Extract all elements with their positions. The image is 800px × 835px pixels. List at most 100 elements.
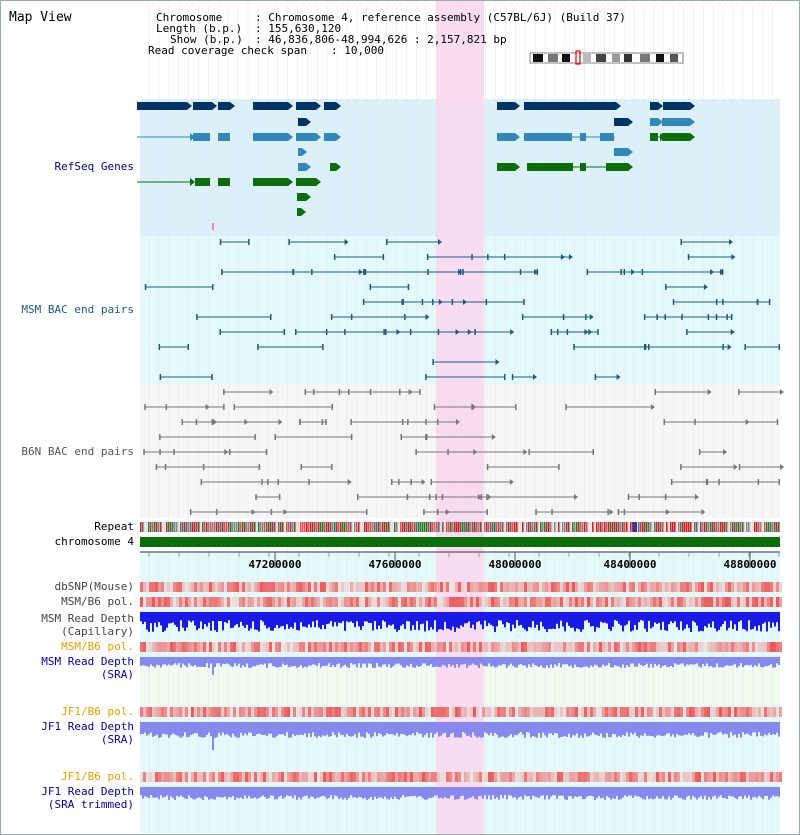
msm-pol-cell <box>584 597 587 607</box>
msm-pol2-cell <box>557 642 560 652</box>
msm-capillary-depth-bar <box>718 612 720 630</box>
track-label-msm-b6-pol-1[interactable]: MSM/B6 pol. <box>61 595 134 608</box>
jf1-sra-depth-bar <box>608 722 610 738</box>
msm-sra-depth-bar <box>184 657 186 666</box>
msm-capillary-depth-bar <box>682 612 684 631</box>
jf1-pol2-cell <box>212 772 215 782</box>
repeat-segment <box>210 522 212 532</box>
jf1-trimmed-depth-bar <box>424 787 426 800</box>
jf1-trimmed-depth-bar <box>328 787 330 798</box>
msm-capillary-depth-bar <box>602 612 604 623</box>
msm-pol-cell <box>188 597 191 607</box>
gene-exon <box>650 118 658 126</box>
msm-pol-cell <box>284 597 287 607</box>
msm-pol2-cell <box>299 642 302 652</box>
msm-sra-depth-bar <box>702 657 704 664</box>
msm-capillary-depth-bar <box>196 612 198 631</box>
track-label-msm-depth-capillary[interactable]: MSM Read Depth <box>41 612 134 625</box>
track-label-dbsnp[interactable]: dbSNP(Mouse) <box>54 580 134 593</box>
repeat-segment <box>436 522 438 532</box>
dbsnp-cell <box>404 582 407 592</box>
repeat-segment <box>358 522 360 532</box>
track-label-msm-bac[interactable]: MSM BAC end pairs <box>21 303 134 316</box>
msm-capillary-depth-bar <box>160 612 162 626</box>
track-label-jf1-depth-sra[interactable]: JF1 Read Depth <box>41 720 134 733</box>
jf1-pol2-cell <box>152 772 155 782</box>
jf1-sra-depth-bar <box>582 722 584 738</box>
repeat-segment <box>166 522 168 532</box>
msm-sra-depth-bar <box>154 657 156 668</box>
msm-sra-depth-bar <box>602 657 604 665</box>
msm-sra-depth-bar <box>308 657 310 666</box>
jf1-pol-cell <box>629 707 632 717</box>
jf1-sra-depth-bar <box>236 722 238 738</box>
msm-pol2-cell <box>353 642 356 652</box>
track-label-msm-b6-pol-2[interactable]: MSM/B6 pol. <box>61 640 134 653</box>
msm-sra-depth-bar <box>546 657 548 666</box>
msm-pol2-cell <box>251 642 254 652</box>
track-label-refseq[interactable]: RefSeq Genes <box>54 160 134 173</box>
jf1-trimmed-depth-bar <box>208 787 210 800</box>
jf1-trimmed-depth-bar <box>508 787 510 796</box>
jf1-pol-cell <box>206 707 209 717</box>
msm-capillary-depth-bar <box>430 612 432 628</box>
jf1-trimmed-depth-bar <box>496 787 498 798</box>
jf1-sra-depth-bar <box>448 722 450 737</box>
msm-sra-depth-bar <box>480 657 482 664</box>
dbsnp-cell <box>491 582 494 592</box>
repeat-segment <box>154 522 156 532</box>
jf1-trimmed-depth-bar <box>482 787 484 799</box>
dbsnp-cell <box>779 582 782 592</box>
jf1-trimmed-depth-bar <box>470 787 472 798</box>
msm-capillary-depth-bar <box>218 612 220 622</box>
msm-capillary-depth-bar <box>304 612 306 627</box>
msm-pol2-cell <box>164 642 167 652</box>
msm-sra-depth-bar <box>536 657 538 666</box>
msm-pol2-cell <box>317 642 320 652</box>
repeat-segment <box>438 522 440 532</box>
track-label-jf1-depth-trimmed[interactable]: JF1 Read Depth <box>41 785 134 798</box>
msm-capillary-depth-bar <box>282 612 284 626</box>
jf1-pol2-cell <box>155 772 158 782</box>
track-label-jf1-b6-pol-1[interactable]: JF1/B6 pol. <box>61 705 134 718</box>
msm-pol-cell <box>230 597 233 607</box>
jf1-sra-depth-bar <box>368 722 370 734</box>
dbsnp-cell <box>167 582 170 592</box>
jf1-sra-depth-bar <box>394 722 396 736</box>
jf1-pol-cell <box>617 707 620 717</box>
msm-capillary-depth-bar <box>756 612 758 631</box>
dbsnp-cell <box>668 582 671 592</box>
track-label-jf1-b6-pol-2[interactable]: JF1/B6 pol. <box>61 770 134 783</box>
msm-pol2-cell <box>329 642 332 652</box>
msm-bac-pair-end <box>523 299 525 305</box>
position-marker <box>212 223 214 230</box>
msm-sra-depth-bar <box>676 657 678 665</box>
msm-sra-depth-bar <box>162 657 164 665</box>
gene-exon <box>600 133 614 141</box>
track-label-repeat[interactable]: Repeat <box>94 520 134 533</box>
msm-pol-cell <box>467 597 470 607</box>
dbsnp-cell <box>770 582 773 592</box>
track-label-chromosome[interactable]: chromosome 4 <box>54 535 134 548</box>
jf1-trimmed-depth-bar <box>512 787 514 798</box>
msm-capillary-depth-bar <box>334 612 336 623</box>
track-label-b6n-bac[interactable]: B6N BAC end pairs <box>21 445 134 458</box>
jf1-sra-depth-bar <box>266 722 268 736</box>
msm-sra-depth-bar <box>246 657 248 664</box>
b6n-bac-pair-end <box>365 509 368 515</box>
jf1-trimmed-depth-bar <box>574 787 576 797</box>
msm-pol2-cell <box>740 642 743 652</box>
msm-pol-cell <box>536 597 539 607</box>
jf1-trimmed-depth-bar <box>184 787 186 799</box>
track-label-msm-depth-sra[interactable]: MSM Read Depth <box>41 655 134 668</box>
jf1-trimmed-depth-bar <box>452 787 454 796</box>
msm-capillary-depth-bar <box>584 612 586 621</box>
b6n-bac-pair-end <box>486 464 489 470</box>
msm-sra-depth-bar <box>574 657 576 665</box>
jf1-sra-depth-bar <box>284 722 286 736</box>
repeat-segment <box>428 522 430 532</box>
dbsnp-cell <box>362 582 365 592</box>
dbsnp-cell <box>446 582 449 592</box>
b6n-bac-pair-end <box>437 419 439 425</box>
jf1-pol2-cell <box>209 772 212 782</box>
